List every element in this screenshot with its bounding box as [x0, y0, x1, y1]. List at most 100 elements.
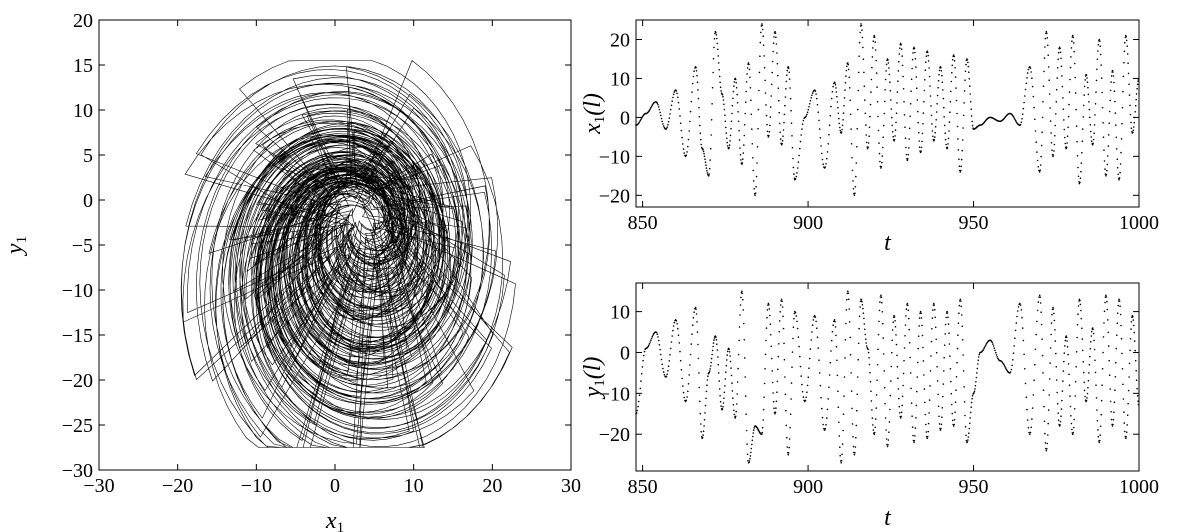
series-point	[705, 164, 707, 166]
series-point	[930, 105, 932, 107]
series-point	[1030, 71, 1032, 73]
series-point	[880, 296, 883, 299]
series-point	[1076, 140, 1078, 143]
series-point	[857, 358, 859, 361]
series-point	[1128, 376, 1130, 378]
series-point	[1101, 384, 1103, 387]
series-point	[967, 439, 969, 441]
series-point	[752, 429, 755, 431]
series-point	[671, 335, 673, 337]
series-point	[901, 64, 904, 67]
series-point	[667, 370, 669, 372]
series-point	[844, 81, 847, 84]
series-point	[907, 309, 910, 312]
series-point	[1096, 409, 1098, 411]
series-point	[1110, 418, 1113, 421]
series-point	[682, 385, 684, 387]
series-point	[738, 326, 741, 328]
series-point	[911, 415, 913, 418]
series-point	[1101, 368, 1104, 370]
series-point	[923, 89, 926, 92]
series-point	[1134, 359, 1137, 362]
series-point	[1101, 106, 1104, 109]
series-point	[878, 320, 880, 323]
series-point	[943, 124, 946, 127]
series-point	[943, 116, 945, 118]
series-point	[1126, 53, 1129, 55]
series-point	[945, 143, 947, 146]
series-point	[1067, 126, 1069, 129]
series-point	[1047, 54, 1049, 56]
series-point	[1021, 316, 1023, 319]
series-point	[826, 157, 828, 160]
series-point	[1129, 104, 1131, 107]
series-point	[793, 317, 795, 320]
series-point	[679, 350, 681, 353]
series-point	[708, 371, 711, 374]
series-point	[857, 89, 859, 92]
series-point	[859, 306, 861, 308]
series-point	[713, 38, 716, 40]
series-point	[837, 390, 839, 393]
series-point	[758, 89, 760, 92]
series-point	[904, 335, 906, 337]
series-point	[710, 119, 713, 121]
series-point	[948, 121, 951, 123]
series-point	[1038, 169, 1040, 172]
series-point	[1107, 345, 1110, 347]
series-point	[1043, 70, 1045, 73]
series-point	[1087, 386, 1089, 389]
series-point	[954, 411, 956, 414]
series-point	[770, 95, 772, 97]
series-point	[782, 315, 784, 318]
series-point	[1105, 294, 1107, 297]
series-point	[811, 324, 814, 326]
series-point	[1059, 424, 1061, 426]
x-tick-label: −20	[162, 475, 193, 497]
series-point	[955, 376, 958, 378]
series-point	[672, 96, 674, 99]
series-point	[778, 343, 780, 345]
series-point	[932, 309, 934, 311]
series-point	[1091, 143, 1094, 146]
series-point	[1112, 419, 1115, 421]
series-point	[786, 446, 789, 448]
series-point	[778, 99, 780, 102]
series-point	[792, 326, 795, 329]
series-point	[1065, 146, 1068, 148]
series-point	[1079, 181, 1081, 184]
series-point	[1053, 143, 1056, 146]
series-point	[947, 323, 950, 325]
series-point	[982, 348, 985, 350]
series-point	[775, 36, 777, 39]
series-point	[1028, 431, 1030, 434]
series-point	[942, 89, 944, 91]
series-point	[869, 371, 871, 374]
series-point	[671, 100, 673, 102]
series-point	[855, 436, 857, 439]
series-point	[898, 405, 901, 408]
series-point	[1083, 85, 1086, 88]
series-point	[1047, 409, 1050, 411]
y-tick-label: −10	[599, 146, 630, 168]
series-point	[744, 395, 747, 397]
series-point	[1087, 379, 1090, 382]
series-point	[893, 140, 895, 142]
series-point	[1077, 175, 1080, 178]
series-point	[860, 23, 862, 25]
series-point	[842, 112, 845, 114]
series-point	[702, 150, 705, 153]
series-point	[940, 423, 943, 426]
series-point	[1092, 142, 1094, 145]
series-point	[802, 119, 805, 122]
series-point	[977, 359, 980, 362]
series-point	[1092, 332, 1095, 335]
series-point	[880, 167, 882, 169]
series-point	[758, 71, 761, 74]
series-point	[1109, 400, 1112, 403]
series-point	[695, 70, 698, 72]
series-point	[716, 37, 718, 40]
series-point	[1062, 108, 1065, 110]
series-point	[649, 108, 651, 110]
series-point	[1076, 155, 1079, 157]
